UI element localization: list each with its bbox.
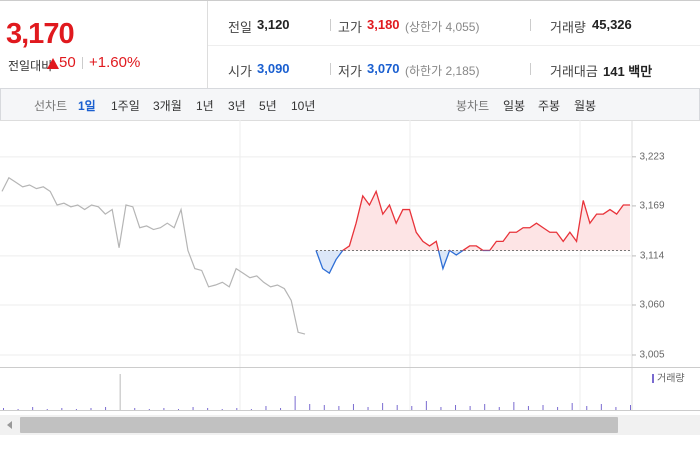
volume-bar [119, 374, 121, 410]
info-label: 거래량 [550, 20, 586, 35]
volume-bar [615, 407, 617, 410]
info-value: 3,180 [367, 17, 400, 32]
tab[interactable]: 10년 [291, 99, 316, 113]
info-label: 저가 [338, 64, 362, 79]
divider [82, 57, 83, 69]
volume-bar [148, 409, 150, 410]
legend-swatch [652, 374, 654, 383]
legend-label: 거래량 [657, 373, 685, 385]
tab-group-label: 봉차트 [456, 99, 490, 113]
tab[interactable]: 1일 [78, 99, 96, 113]
volume-bar [382, 403, 384, 410]
volume-bar [455, 405, 457, 410]
volume-bar [527, 406, 529, 410]
volume-bar [236, 408, 238, 410]
info-value: 3,090 [257, 61, 290, 76]
price-panel: 3,170 전일대비 50 +1.60% [0, 1, 208, 89]
info-label: 고가 [338, 20, 362, 35]
volume-bar [280, 408, 282, 410]
volume-bar [61, 408, 63, 410]
chart: 3,223 3,169 3,114 3,060 3,005 거래량 [0, 120, 700, 435]
volume-bar [17, 409, 19, 410]
price-line-up [316, 189, 630, 251]
tab[interactable]: 일봉 [503, 99, 526, 113]
tab-bar: 선차트 봉차트 1일 1주일 3개월 1년 3년 5년 10년 일봉 주봉 월봉 [0, 88, 700, 121]
volume-bar [367, 407, 369, 410]
volume-bar [192, 407, 194, 410]
up-arrow [47, 58, 59, 69]
volume-bar [542, 405, 544, 410]
info-label: 거래대금 [550, 64, 598, 79]
price-line [1, 176, 306, 335]
volume-bar [105, 407, 107, 410]
volume-bar [207, 408, 209, 410]
tab[interactable]: 3개월 [153, 99, 182, 113]
summary: 3,170 전일대비 50 +1.60% 전일 3,120 고가 3,180 (… [0, 0, 700, 89]
change: 50 [59, 54, 76, 71]
volume-bar [177, 409, 179, 410]
info-value: 45,326 [592, 17, 632, 32]
volume-bar [3, 408, 4, 410]
volume-bar [323, 405, 325, 410]
volume-bar [46, 409, 48, 410]
divider [330, 19, 331, 31]
volume-bar [498, 407, 500, 410]
scroll-left [7, 421, 12, 429]
y-tick-label: 3,060 [639, 300, 664, 311]
volume-bar [338, 406, 340, 410]
change-pct: +1.60% [89, 54, 141, 71]
volume-bar [90, 408, 92, 410]
volume-bar [411, 406, 413, 410]
tab[interactable]: 월봉 [574, 99, 597, 113]
volume-bar [163, 408, 165, 410]
volume-bar [309, 404, 311, 410]
volume-bar [352, 404, 354, 410]
volume-bar [75, 409, 77, 410]
volume-bar [630, 405, 631, 410]
row-divider [208, 45, 700, 46]
tab-group-label: 선차트 [34, 99, 68, 113]
volume-bar [571, 403, 573, 410]
y-tick-label: 3,169 [639, 201, 664, 212]
info-value: 141 백만 [603, 64, 653, 79]
info-note: (상한가 4,055) [405, 20, 480, 34]
info-label: 전일 [228, 20, 252, 35]
current-price: 3,170 [6, 18, 75, 50]
tab[interactable]: 주봉 [538, 99, 561, 113]
volume-bar [586, 406, 588, 410]
volume-bar [221, 409, 223, 410]
y-tick-label: 3,114 [640, 251, 665, 262]
info-label: 시가 [228, 64, 252, 79]
area-up [342, 191, 630, 251]
volume-bar [484, 404, 486, 410]
volume-bar [469, 406, 471, 410]
scrollbar-thumb [20, 417, 618, 433]
volume-bar [134, 408, 136, 410]
divider [330, 63, 331, 75]
y-tick-label: 3,005 [639, 350, 664, 361]
info-value: 3,070 [367, 61, 400, 76]
volume-bar [557, 407, 559, 410]
change-label: 전일대비 [8, 59, 53, 73]
y-tick-label: 3,223 [639, 151, 664, 162]
info-value: 3,120 [257, 17, 290, 32]
volume-bar [294, 396, 296, 410]
volume-bar [600, 404, 602, 410]
tab[interactable]: 1년 [196, 99, 214, 113]
volume-bar [396, 405, 398, 410]
volume-bar [265, 406, 267, 410]
volume-bar [250, 409, 252, 410]
divider [530, 19, 531, 31]
volume-bar [32, 407, 34, 410]
volume-bar [425, 401, 427, 410]
tab[interactable]: 1주일 [111, 99, 140, 113]
tab[interactable]: 5년 [259, 99, 277, 113]
divider [530, 63, 531, 75]
volume-bar [513, 402, 515, 410]
volume-bar [440, 407, 442, 410]
info-note: (하한가 2,185) [405, 64, 480, 78]
tab[interactable]: 3년 [228, 99, 246, 113]
